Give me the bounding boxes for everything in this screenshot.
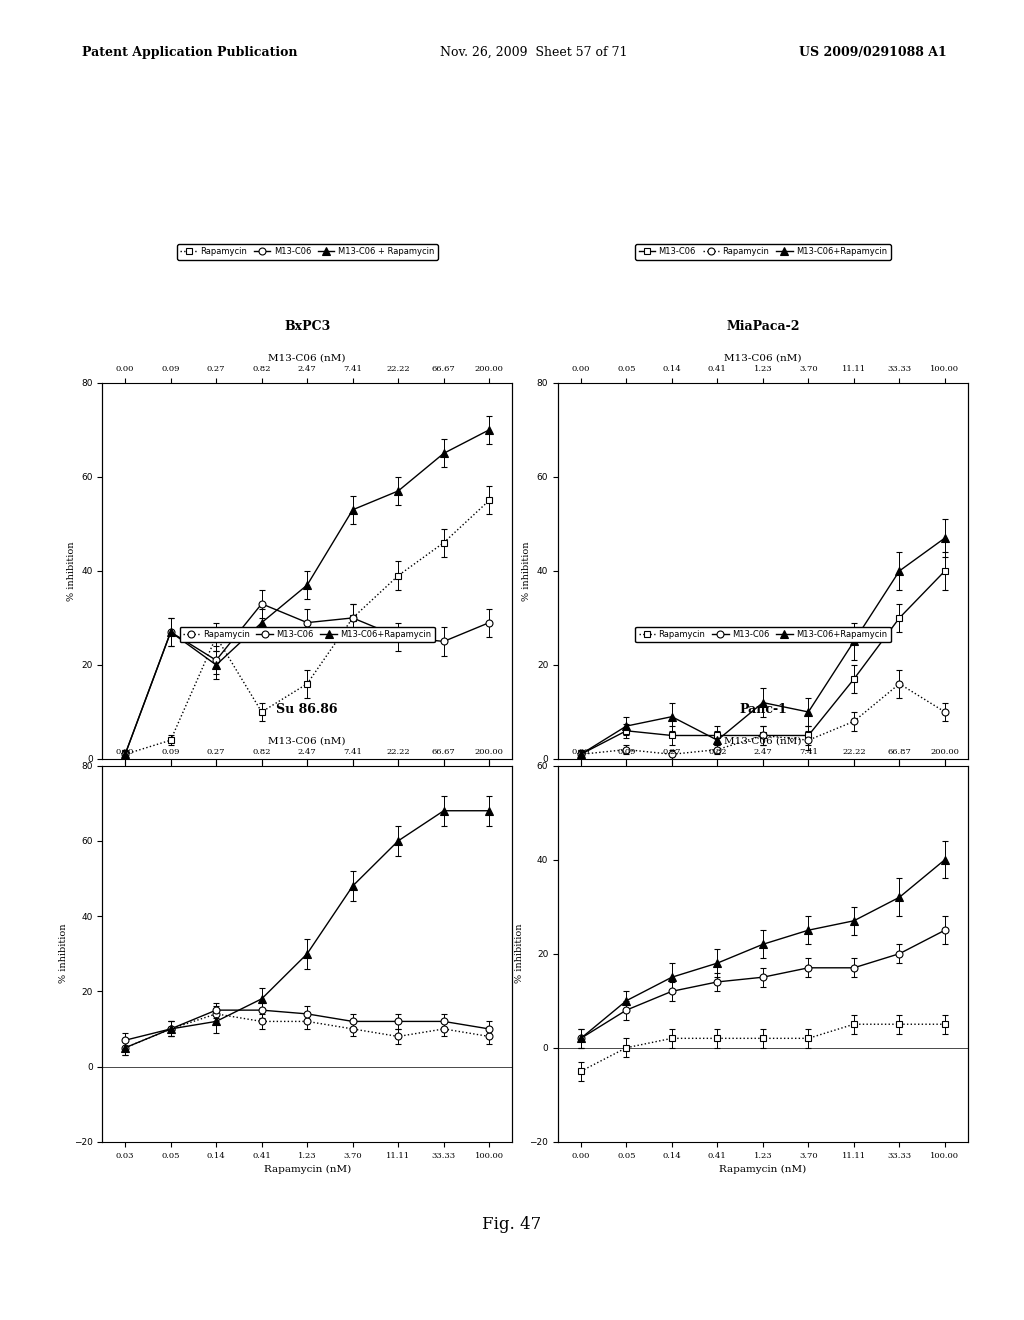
Title: Panc-1: Panc-1 <box>739 702 786 715</box>
Y-axis label: % inhibition: % inhibition <box>67 541 76 601</box>
X-axis label: M13-C06 (nM): M13-C06 (nM) <box>268 737 346 746</box>
X-axis label: M13-C06 (nM): M13-C06 (nM) <box>724 354 802 363</box>
X-axis label: Rapamycin (nM): Rapamycin (nM) <box>263 1166 351 1175</box>
X-axis label: Rapamycin (nM): Rapamycin (nM) <box>719 783 807 792</box>
X-axis label: M13-C06 (nM): M13-C06 (nM) <box>268 354 346 363</box>
Text: Nov. 26, 2009  Sheet 57 of 71: Nov. 26, 2009 Sheet 57 of 71 <box>440 46 628 59</box>
Y-axis label: % inhibition: % inhibition <box>59 924 69 983</box>
Title: BxPC3: BxPC3 <box>284 319 331 333</box>
Legend: Rapamycin, M13-C06, M13-C06 + Rapamycin: Rapamycin, M13-C06, M13-C06 + Rapamycin <box>177 244 437 260</box>
Title: Su 86.86: Su 86.86 <box>276 702 338 715</box>
Legend: M13-C06, Rapamycin, M13-C06+Rapamycin: M13-C06, Rapamycin, M13-C06+Rapamycin <box>635 244 891 260</box>
Text: Fig. 47: Fig. 47 <box>482 1217 542 1233</box>
Legend: Rapamycin, M13-C06, M13-C06+Rapamycin: Rapamycin, M13-C06, M13-C06+Rapamycin <box>179 627 435 643</box>
Text: Patent Application Publication: Patent Application Publication <box>82 46 297 59</box>
X-axis label: M13-C06 (nM): M13-C06 (nM) <box>724 737 802 746</box>
X-axis label: Rapamycin (nM): Rapamycin (nM) <box>263 783 351 792</box>
X-axis label: Rapamycin (nM): Rapamycin (nM) <box>719 1166 807 1175</box>
Legend: Rapamycin, M13-C06, M13-C06+Rapamycin: Rapamycin, M13-C06, M13-C06+Rapamycin <box>635 627 891 643</box>
Y-axis label: % inhibition: % inhibition <box>522 541 531 601</box>
Title: MiaPaca-2: MiaPaca-2 <box>726 319 800 333</box>
Text: US 2009/0291088 A1: US 2009/0291088 A1 <box>799 46 946 59</box>
Y-axis label: % inhibition: % inhibition <box>515 924 524 983</box>
